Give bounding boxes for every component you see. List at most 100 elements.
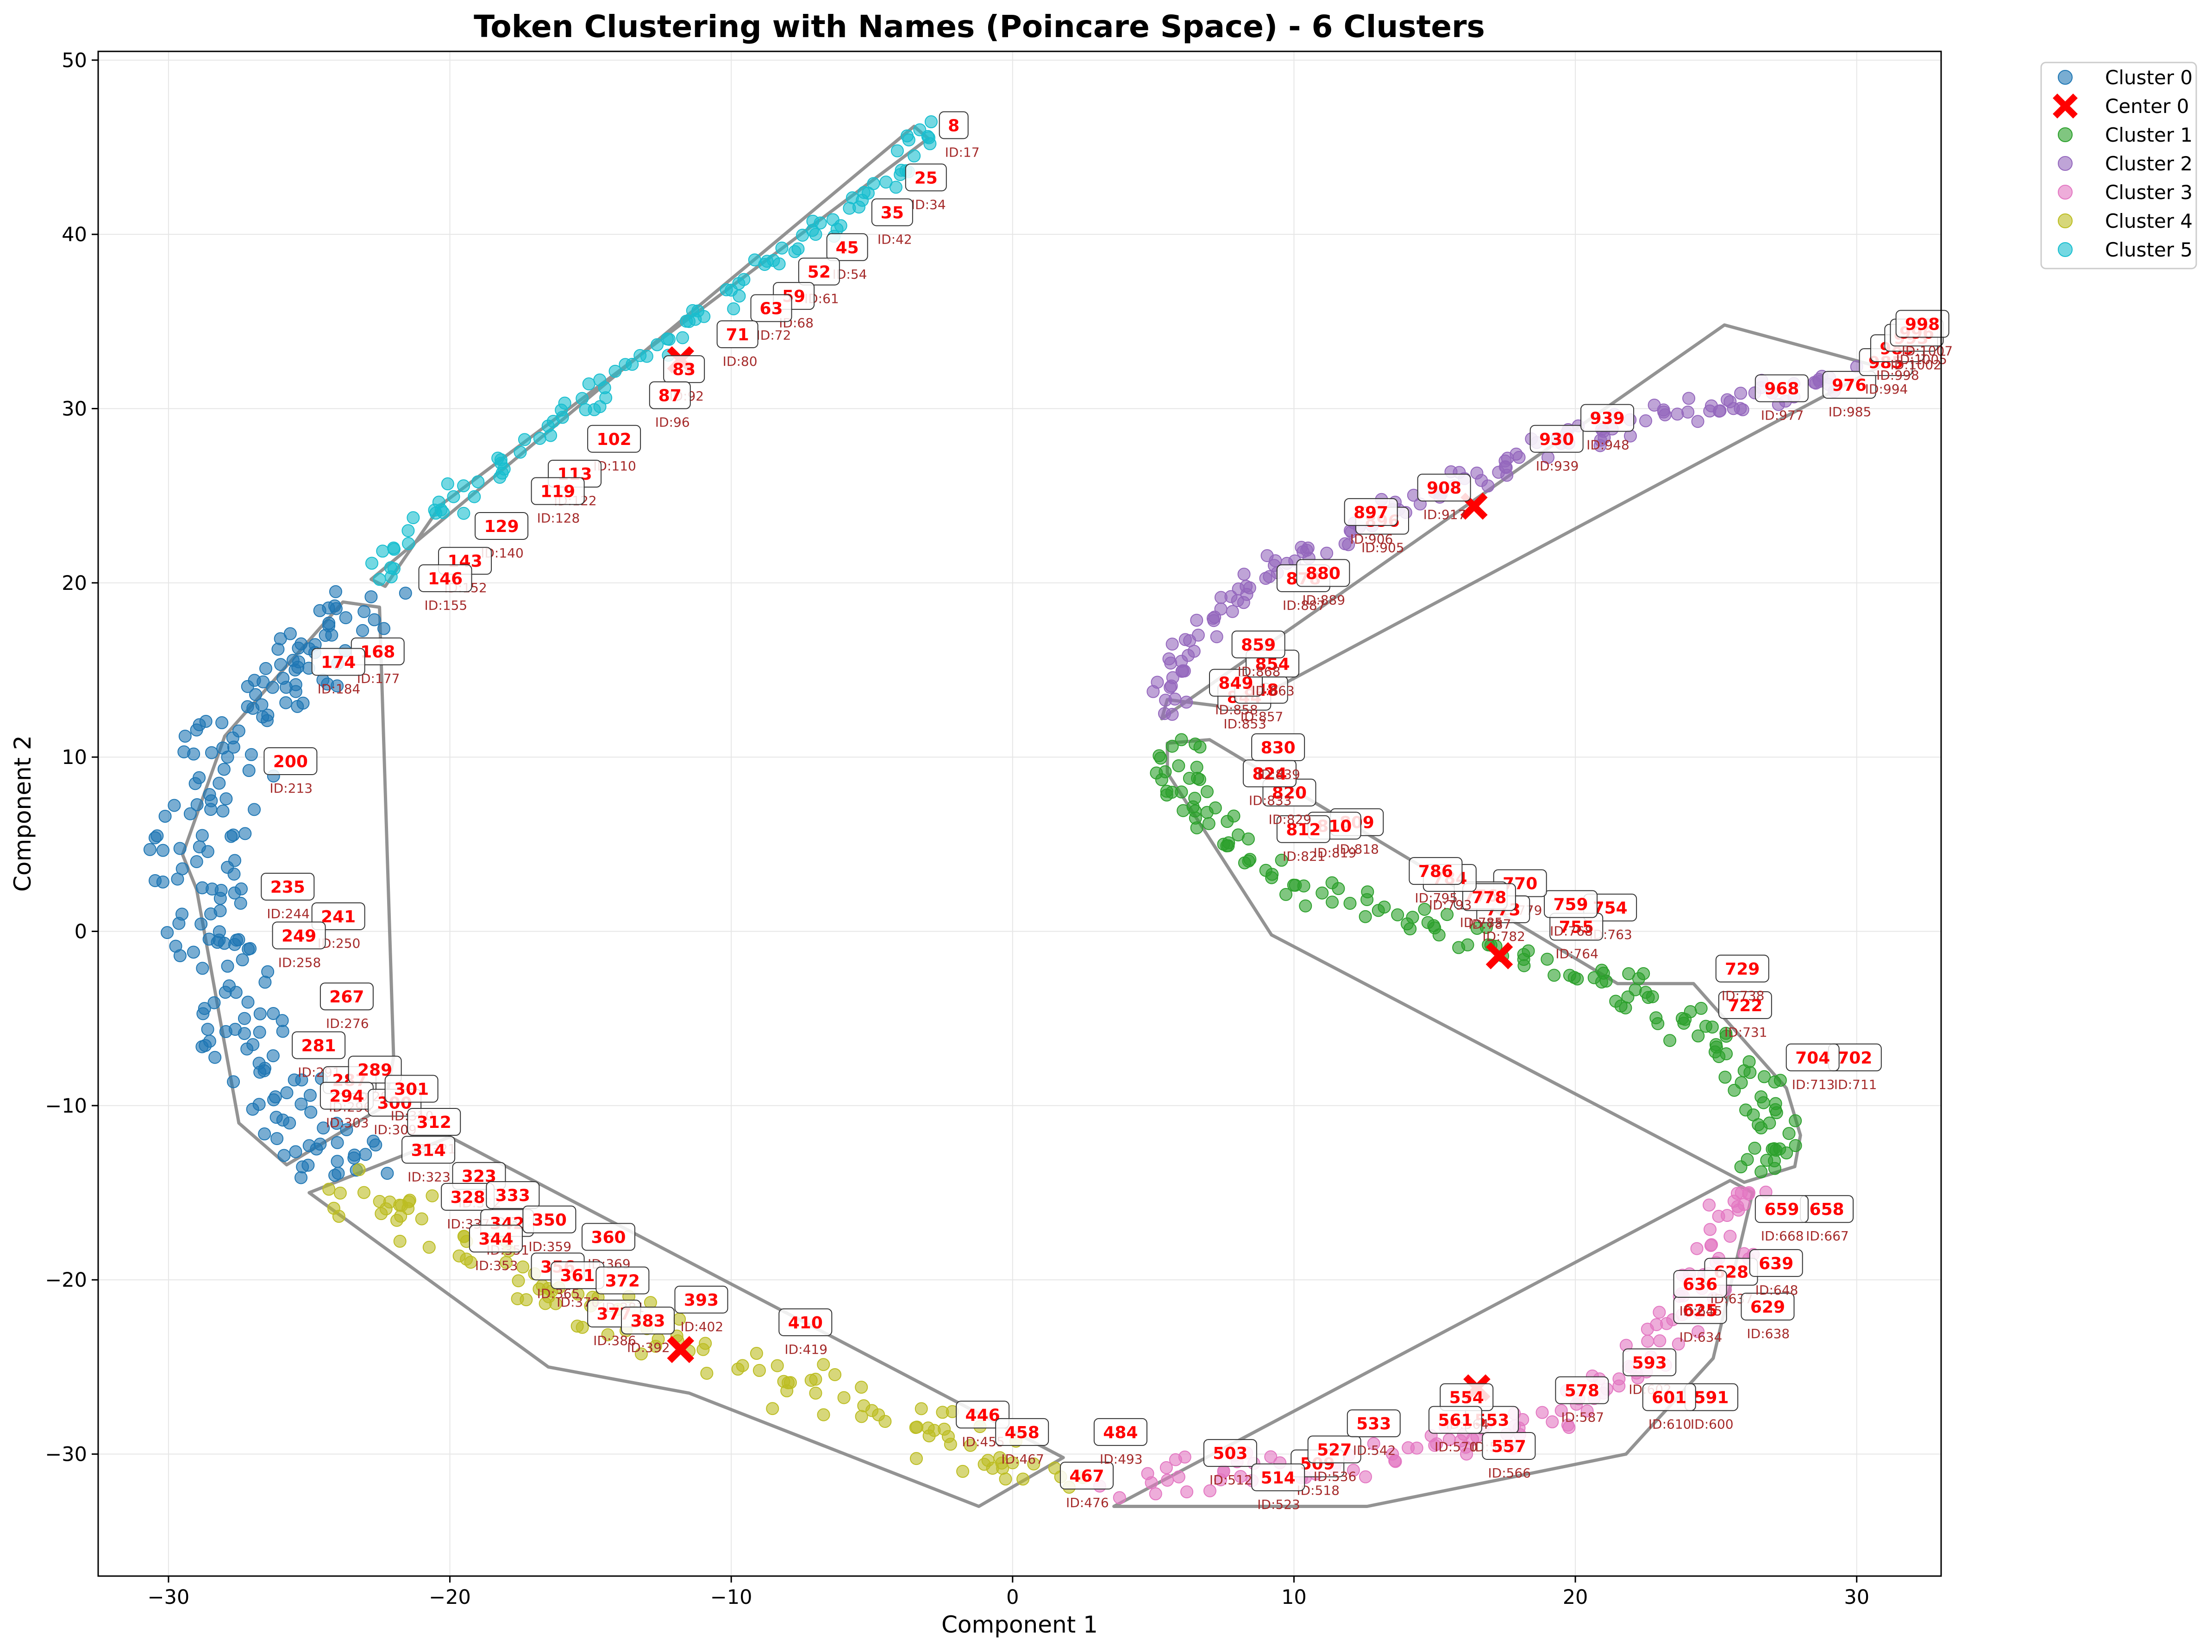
data-point	[190, 855, 203, 868]
id-label: ID:523	[1257, 1497, 1300, 1512]
data-point	[399, 587, 412, 600]
data-point	[226, 828, 240, 842]
data-point	[276, 1025, 289, 1038]
label-text: 976	[1832, 376, 1867, 395]
data-point	[1694, 1001, 1708, 1015]
point-label: 533 ID:542	[1347, 1409, 1401, 1458]
label-text: 908	[1427, 479, 1461, 498]
data-point	[198, 1002, 211, 1015]
data-point	[221, 751, 234, 764]
id-label: ID:738	[1722, 988, 1765, 1003]
data-point	[696, 1343, 710, 1356]
data-point	[909, 1452, 923, 1465]
data-point	[196, 962, 209, 975]
data-point	[1766, 1142, 1779, 1156]
data-point	[1735, 1076, 1748, 1089]
point-label: 968 ID:977	[1755, 374, 1809, 423]
data-point	[1234, 1470, 1247, 1483]
data-point	[1191, 628, 1205, 642]
label-text: 484	[1103, 1423, 1138, 1442]
point-label: 930 ID:939	[1529, 425, 1584, 474]
data-point	[634, 1347, 648, 1361]
plot-frame	[97, 50, 1942, 1577]
label-box	[486, 1181, 540, 1209]
data-point	[188, 777, 202, 790]
point-label: 629 ID:638	[1741, 1292, 1795, 1341]
data-point	[352, 1163, 366, 1176]
point-label: 976 ID:985	[1822, 371, 1876, 419]
data-point	[241, 680, 254, 693]
label-text: 859	[1241, 636, 1276, 655]
label-box	[905, 163, 947, 192]
data-point	[1541, 952, 1554, 966]
data-point	[1186, 800, 1200, 813]
data-point	[1768, 1162, 1781, 1175]
data-point	[809, 1386, 822, 1400]
data-point	[1734, 1160, 1748, 1174]
data-point	[331, 1136, 344, 1149]
id-label: ID:184	[318, 681, 361, 696]
data-point	[1705, 1238, 1718, 1252]
label-text: 446	[965, 1406, 1000, 1425]
point-label: 71 ID:80	[716, 320, 758, 369]
point-label: 484 ID:493	[1093, 1418, 1147, 1467]
axis-ticks: −30 −20 −10 0 10 20 30 −30 −20 −10 0 10 20 30 40 50	[45, 49, 1869, 1609]
data-point	[172, 917, 186, 930]
data-point	[913, 123, 927, 137]
id-label: ID:889	[1302, 593, 1345, 608]
label-text: 830	[1261, 738, 1296, 757]
point-label: 383 ID:392	[621, 1307, 675, 1355]
data-point	[219, 792, 233, 806]
label-text: 281	[301, 1036, 336, 1055]
point-label: 393 ID:402	[674, 1285, 728, 1334]
y-tick-label: 40	[62, 223, 87, 246]
data-point	[944, 1438, 957, 1451]
data-point	[1703, 1223, 1717, 1236]
id-label: ID:785	[1460, 915, 1503, 930]
label-text: 786	[1418, 862, 1453, 881]
data-point	[279, 681, 293, 694]
point-label: 119 ID:128	[531, 477, 585, 526]
data-point	[1158, 707, 1171, 720]
data-point	[356, 624, 370, 637]
point-label: 897 ID:906	[1344, 498, 1398, 547]
label-text: 200	[273, 752, 308, 771]
point-label: 410 ID:419	[778, 1308, 833, 1357]
label-text: 35	[881, 204, 904, 223]
data-point	[837, 1391, 851, 1404]
id-label: ID:17	[945, 144, 980, 160]
id-label: ID:985	[1829, 404, 1872, 419]
point-label: 249 ID:258	[272, 921, 326, 970]
legend-box	[2040, 62, 2197, 269]
data-point	[725, 283, 738, 297]
data-point	[384, 570, 398, 583]
data-point	[1780, 1146, 1793, 1160]
data-point	[495, 466, 509, 480]
data-point	[737, 273, 751, 286]
data-point	[1535, 1406, 1549, 1419]
data-point	[143, 843, 157, 856]
point-label: 350 ID:359	[522, 1205, 576, 1254]
point-label: 859 ID:868	[1231, 630, 1285, 679]
point-label: 527 ID:536	[1307, 1435, 1361, 1484]
data-point	[357, 605, 371, 618]
point-label: 561 ID:570	[1428, 1406, 1482, 1455]
label-text: 71	[726, 325, 749, 344]
data-point	[1718, 1070, 1732, 1084]
id-label: ID:906	[1350, 532, 1393, 547]
data-point	[1190, 761, 1203, 774]
data-point	[1763, 1116, 1776, 1130]
data-point	[288, 663, 302, 677]
data-point	[195, 881, 209, 895]
label-text: 930	[1539, 430, 1574, 449]
id-label: ID:610	[1648, 1417, 1692, 1432]
data-point	[748, 253, 761, 267]
label-box	[716, 320, 758, 348]
data-point	[291, 700, 304, 713]
data-point	[1501, 451, 1514, 465]
label-box	[649, 381, 691, 409]
data-point	[238, 1012, 251, 1025]
label-text: 659	[1764, 1200, 1799, 1219]
data-point	[244, 748, 258, 761]
